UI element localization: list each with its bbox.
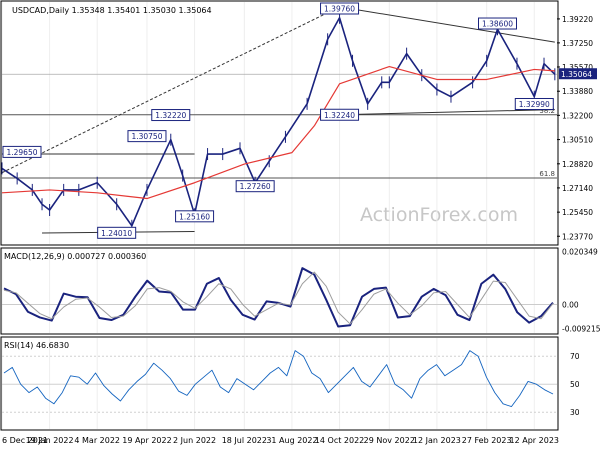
price-y-tick-label: 1.37250 [562, 39, 593, 48]
macd-y-tick-label: 0.00 [562, 300, 579, 309]
rsi-y-tick-label: 70 [570, 352, 580, 361]
x-tick-label: 6 Dec 2021 [2, 436, 48, 445]
price-y-tick-label: 1.23770 [562, 232, 593, 241]
trendline-lower-channel [339, 109, 555, 116]
price-callout-box [320, 108, 360, 121]
price-callout-label: 1.32240 [324, 111, 355, 120]
watermark: ActionForex.com [360, 204, 518, 226]
fib-level-label: 38.2 [539, 107, 555, 115]
price-y-tick-label: 1.32200 [562, 111, 593, 120]
x-tick-label: 2 Jun 2022 [173, 436, 216, 445]
x-tick-label: 12 Jan 2023 [413, 436, 461, 445]
price-callout-label: 1.38600 [482, 20, 513, 29]
macd-panel-frame [0, 247, 559, 335]
price-callout-label: 1.27260 [240, 182, 271, 191]
price-y-tick-label: 1.27140 [562, 184, 593, 193]
price-callout-box [151, 109, 191, 122]
price-y-tick-label: 1.25450 [562, 208, 593, 217]
price-callout-label: 1.30750 [131, 132, 162, 141]
price-panel-frame [0, 0, 559, 246]
x-tick-label: 12 Apr 2023 [510, 436, 559, 445]
macd-panel-title: MACD(12,26,9) 0.000727 0.000360 [4, 252, 146, 261]
x-tick-label: 4 Mar 2022 [74, 436, 120, 445]
price-callout-box [235, 180, 275, 193]
price-callout-box [514, 97, 554, 110]
macd-y-tick-label: 0.020349 [562, 248, 598, 257]
price-callout-box [97, 226, 137, 239]
price-y-tick-label: 1.35570 [562, 63, 593, 72]
moving-average-line [1, 65, 555, 200]
rsi-panel-frame [0, 336, 559, 431]
fib-level-label: 61.8 [539, 170, 555, 178]
rsi-line [3, 350, 554, 408]
trendline-upper-channel [339, 6, 555, 43]
rsi-y-tick-label: 50 [570, 380, 580, 389]
x-tick-label: 31 Aug 2022 [266, 436, 317, 445]
price-callout-label: 1.32220 [155, 111, 186, 120]
x-tick-label: 19 Apr 2022 [122, 436, 171, 445]
price-callout-label: 1.29650 [6, 148, 37, 157]
current-price-label: 1.35064 [561, 70, 592, 79]
macd-y-tick-label: -0.009215 [562, 324, 600, 333]
price-callout-label: 1.39760 [324, 5, 355, 14]
x-tick-label: 29 Nov 2022 [364, 436, 415, 445]
x-tick-label: 27 Feb 2023 [462, 436, 512, 445]
rsi-y-tick-label: 30 [570, 408, 580, 417]
price-callout-box [477, 17, 517, 30]
x-tick-label: 19 Jan 2022 [26, 436, 74, 445]
current-price-tag [559, 68, 597, 80]
price-callout-box [320, 2, 360, 15]
x-tick-label: 18 Jul 2022 [222, 436, 267, 445]
macd-signal-line [3, 271, 554, 325]
price-y-tick-label: 1.39220 [562, 15, 593, 24]
trendline-advance-projection [1, 6, 340, 174]
price-y-tick-label: 1.33880 [562, 87, 593, 96]
price-callout-box [127, 130, 167, 143]
price-y-tick-label: 1.28820 [562, 160, 593, 169]
price-y-tick-label: 1.30510 [562, 136, 593, 145]
price-series-line [1, 16, 556, 227]
rsi-panel-title: RSI(14) 46.6830 [4, 341, 69, 350]
price-callout-label: 1.24010 [101, 229, 132, 238]
price-callout-box [175, 210, 215, 223]
x-tick-label: 14 Oct 2022 [315, 436, 364, 445]
price-callout-label: 1.25160 [179, 212, 210, 221]
price-callout-label: 1.32990 [519, 100, 550, 109]
price-callout-box [2, 145, 42, 158]
price-panel-title: USDCAD,Daily 1.35348 1.35401 1.35030 1.3… [12, 6, 212, 15]
